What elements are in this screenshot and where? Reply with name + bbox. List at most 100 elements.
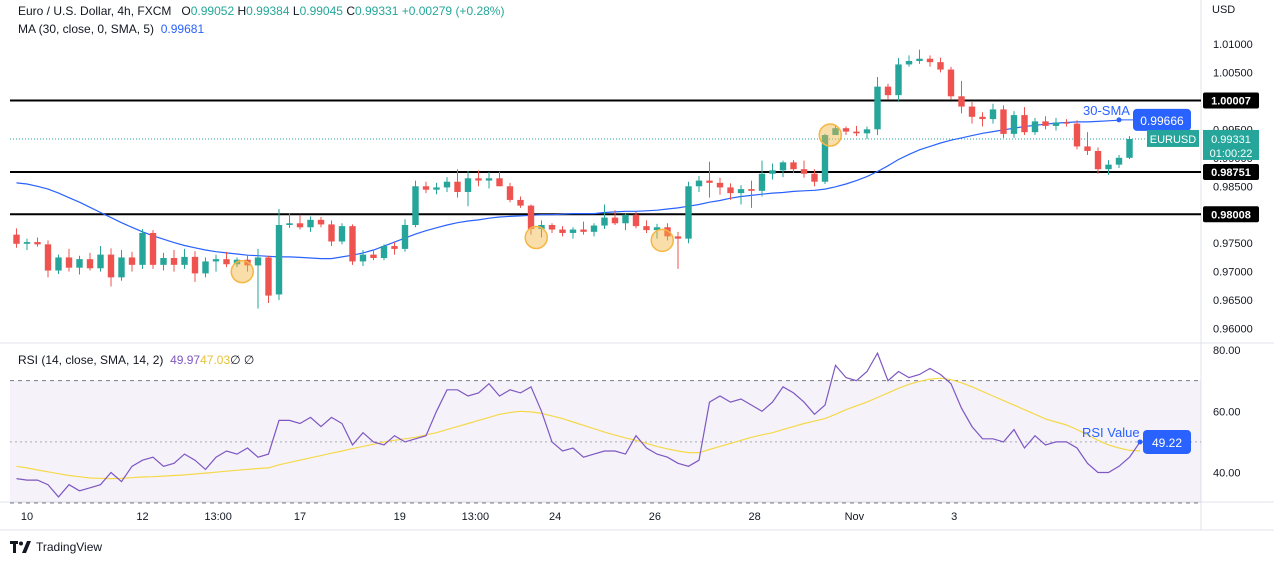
candle-body (769, 170, 776, 174)
candle-body (1115, 157, 1123, 165)
candle-body (317, 219, 325, 225)
candle-body (191, 256, 199, 274)
level-tag-label: 0.98008 (1211, 209, 1251, 221)
candle-body (937, 62, 944, 70)
candle-body (1042, 121, 1049, 126)
ma-annotation-dot (1116, 117, 1122, 123)
rsi-callout-value: 49.22 (1152, 436, 1182, 450)
candle-body (580, 229, 587, 232)
currency-label: USD (1212, 4, 1236, 16)
candle-body (286, 223, 293, 225)
candle-body (611, 217, 619, 224)
candle-body (170, 258, 178, 265)
candle-body (695, 180, 703, 187)
candle-body (23, 242, 31, 244)
rsi-callout-box (1143, 429, 1191, 454)
x-tick-label: 13:00 (462, 511, 490, 523)
x-tick-label: 17 (294, 511, 306, 523)
tradingview-brand[interactable]: TradingView (10, 540, 102, 554)
candle-body (454, 181, 461, 192)
candle-body (548, 224, 556, 230)
candle-body (412, 186, 419, 225)
candle-body (370, 254, 377, 259)
candle-body (947, 69, 955, 97)
candle-body (485, 178, 493, 181)
price-tag-value: 0.99331 (1211, 134, 1251, 146)
candle-body (1021, 115, 1028, 133)
candle-body (632, 214, 640, 227)
candle-body (223, 259, 230, 265)
candle-body (202, 261, 209, 274)
candle-body (664, 227, 671, 237)
open-label: O (181, 4, 191, 18)
candle-body (275, 224, 283, 295)
x-tick-label: 26 (649, 511, 661, 523)
candle-body (160, 258, 167, 265)
candle-body (737, 189, 745, 194)
candle-body (916, 58, 923, 62)
candle-body (895, 64, 902, 96)
candle-body (464, 178, 472, 192)
candle-body (338, 226, 346, 242)
candle-body (979, 116, 986, 120)
rsi-annotation-label: RSI Value (1082, 425, 1140, 440)
rsi-tick-label: 80.00 (1213, 345, 1241, 357)
ma-callout-box (1133, 108, 1191, 131)
x-tick-label: 19 (394, 511, 406, 523)
y-tick-label: 0.96500 (1213, 295, 1253, 307)
candle-body (790, 162, 797, 170)
candle-body (1084, 146, 1091, 151)
candle-body (842, 128, 850, 132)
high-label: H (237, 4, 247, 18)
rsi-line (16, 351, 1141, 498)
open-value: 0.99052 (190, 4, 235, 18)
rsi-ma-line (16, 377, 1141, 480)
level-tag-label: 0.98751 (1211, 167, 1251, 179)
ma-value: 0.99681 (160, 22, 205, 36)
candle-body (958, 96, 965, 107)
candle-body (34, 242, 41, 245)
rsi-value: 49.97 (170, 353, 201, 367)
candle-body (55, 257, 62, 271)
rsi-legend: RSI (14, close, SMA, 14, 2) 49.9747.03∅ … (18, 353, 254, 367)
candle-body (821, 135, 829, 182)
candle-body (1094, 150, 1102, 170)
candle-body (265, 257, 272, 296)
candle-body (527, 205, 535, 229)
candle-body (853, 131, 860, 134)
candle-body (433, 187, 440, 190)
candle-body (128, 257, 136, 265)
candle-body (118, 257, 125, 278)
candle-body (968, 106, 976, 117)
candle-body (716, 182, 724, 188)
candle-body (758, 173, 766, 191)
candle-body (254, 257, 262, 266)
candle-body (811, 173, 818, 182)
x-tick-label: Nov (845, 511, 865, 523)
candle-body (1105, 164, 1112, 170)
candle-body (685, 186, 692, 239)
close-label: C (346, 4, 355, 18)
candle-body (517, 199, 524, 206)
candle-body (1126, 139, 1133, 158)
candle-body (601, 217, 608, 226)
rsi-tick-label: 40.00 (1213, 467, 1241, 479)
candle-body (107, 254, 115, 278)
candle-body (296, 223, 304, 228)
y-tick-label: 0.96000 (1213, 324, 1253, 336)
level-tag (1203, 206, 1259, 223)
candle-body (1052, 122, 1060, 126)
candle-body (748, 189, 755, 191)
candle-body (65, 257, 73, 268)
candle-body (149, 232, 157, 265)
candle-body (44, 244, 52, 271)
candle-body (905, 61, 913, 65)
candle-body (97, 254, 104, 269)
candle-body (884, 86, 892, 96)
candle-body (391, 246, 398, 249)
highlight-marker (524, 225, 548, 250)
level-tag (1203, 163, 1259, 180)
candle-body (422, 186, 430, 190)
candle-body (863, 129, 871, 134)
